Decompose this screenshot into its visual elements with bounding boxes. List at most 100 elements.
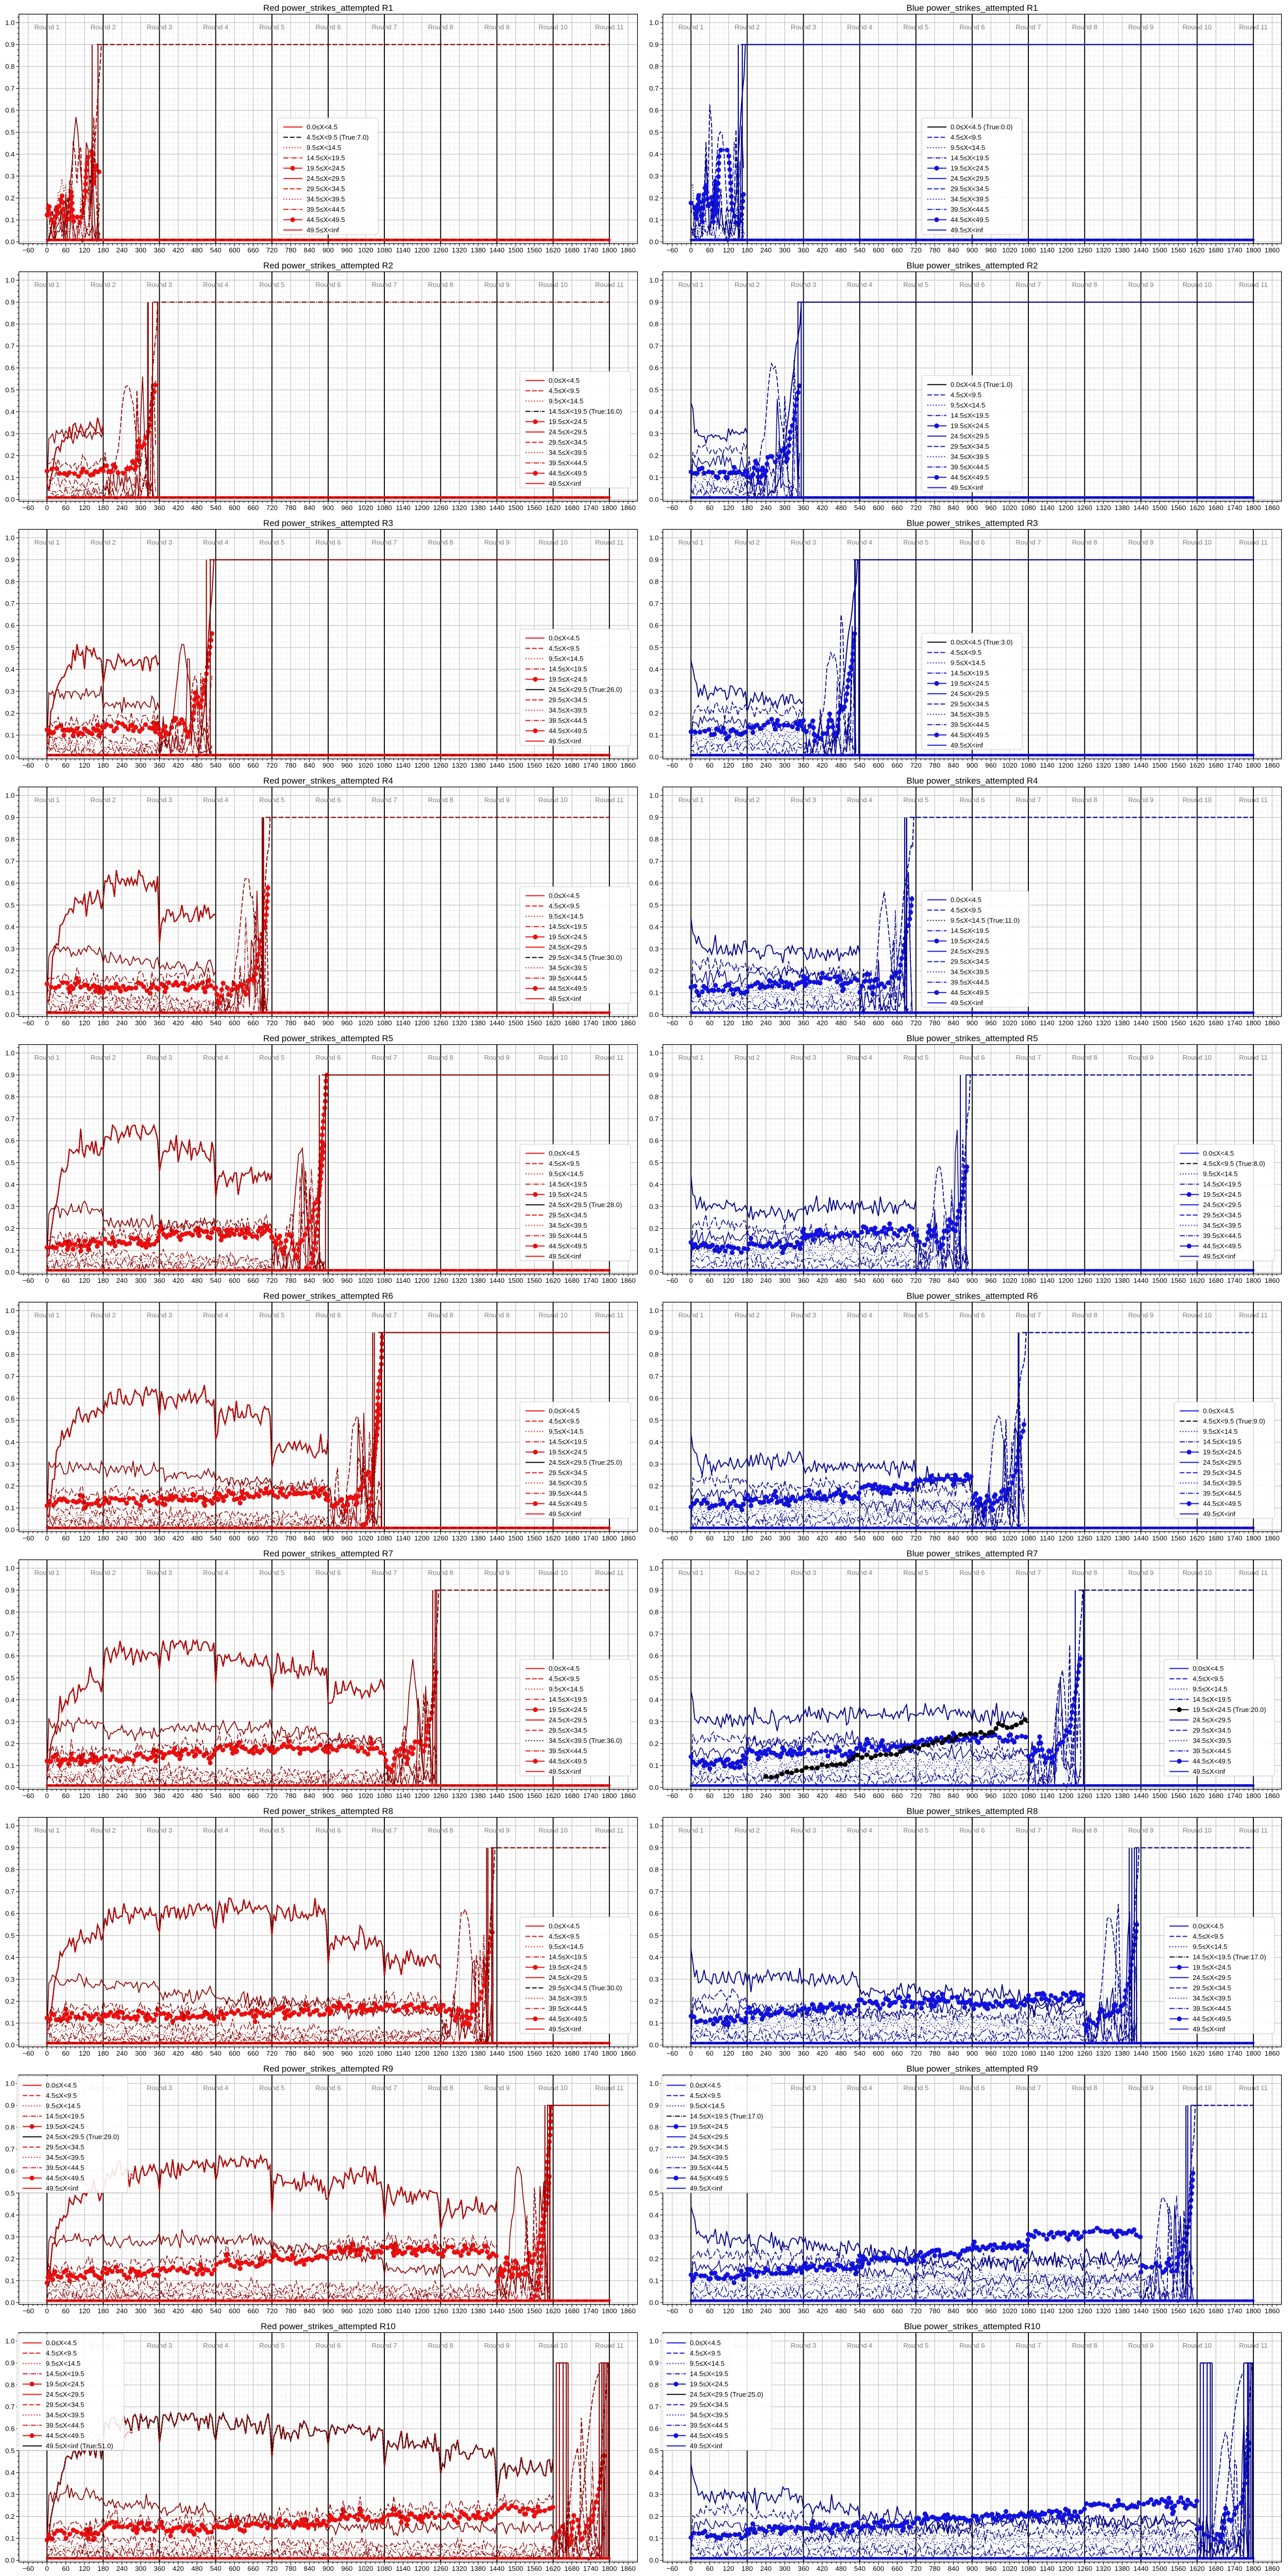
svg-text:Blue power_strikes_attempted R: Blue power_strikes_attempted R8 [906,1806,1038,1816]
svg-text:44.5≤X<49.5: 44.5≤X<49.5 [1193,2015,1231,2023]
svg-text:24.5≤X<29.5: 24.5≤X<29.5 [951,175,989,182]
svg-text:14.5≤X<19.5 (True:17.0): 14.5≤X<19.5 (True:17.0) [1193,1953,1266,1961]
svg-text:9.5≤X<14.5: 9.5≤X<14.5 [549,912,583,920]
svg-text:29.5≤X<34.5: 29.5≤X<34.5 [549,438,587,446]
svg-text:19.5≤X<24.5: 19.5≤X<24.5 [549,418,587,426]
svg-text:0.0≤X<4.5: 0.0≤X<4.5 [307,123,337,131]
svg-text:39.5≤X<44.5: 39.5≤X<44.5 [1203,1232,1242,1240]
svg-text:4.5≤X<9.5: 4.5≤X<9.5 [549,645,580,652]
svg-text:44.5≤X<49.5: 44.5≤X<49.5 [690,2174,728,2182]
svg-text:Red power_strikes_attempted R6: Red power_strikes_attempted R6 [263,1291,393,1301]
svg-text:4.5≤X<9.5: 4.5≤X<9.5 [951,906,981,914]
svg-text:19.5≤X<24.5: 19.5≤X<24.5 [549,1963,587,1971]
svg-text:34.5≤X<39.5: 34.5≤X<39.5 [307,195,345,203]
svg-text:39.5≤X<44.5: 39.5≤X<44.5 [549,2005,587,2012]
svg-text:49.5≤X<inf: 49.5≤X<inf [549,1510,581,1518]
svg-text:34.5≤X<39.5: 34.5≤X<39.5 [1193,1994,1231,2002]
svg-text:24.5≤X<29.5 (True:25.0): 24.5≤X<29.5 (True:25.0) [690,2391,763,2398]
svg-text:0.0≤X<4.5: 0.0≤X<4.5 [1193,1922,1224,1930]
svg-text:49.5≤X<inf (True:51.0): 49.5≤X<inf (True:51.0) [46,2442,113,2450]
svg-text:34.5≤X<39.5 (True:36.0): 34.5≤X<39.5 (True:36.0) [549,1737,622,1744]
svg-text:34.5≤X<39.5: 34.5≤X<39.5 [549,706,587,714]
svg-text:34.5≤X<39.5: 34.5≤X<39.5 [549,1479,587,1487]
svg-text:9.5≤X<14.5: 9.5≤X<14.5 [549,397,583,405]
svg-text:9.5≤X<14.5: 9.5≤X<14.5 [549,655,583,663]
svg-text:19.5≤X<24.5: 19.5≤X<24.5 [1203,1191,1242,1198]
svg-text:4.5≤X<9.5 (True:8.0): 4.5≤X<9.5 (True:8.0) [1203,1160,1265,1167]
svg-text:0.0≤X<4.5: 0.0≤X<4.5 [690,2339,721,2347]
svg-text:49.5≤X<inf: 49.5≤X<inf [951,999,983,1007]
svg-text:Red power_strikes_attempted R8: Red power_strikes_attempted R8 [263,1806,393,1816]
svg-text:49.5≤X<inf: 49.5≤X<inf [549,995,581,1003]
svg-text:Red power_strikes_attempted R7: Red power_strikes_attempted R7 [263,1549,393,1558]
svg-text:34.5≤X<39.5: 34.5≤X<39.5 [951,195,989,203]
svg-text:49.5≤X<inf: 49.5≤X<inf [549,1252,581,1260]
svg-text:39.5≤X<44.5: 39.5≤X<44.5 [549,974,587,982]
svg-text:24.5≤X<29.5: 24.5≤X<29.5 [549,1716,587,1724]
svg-text:39.5≤X<44.5: 39.5≤X<44.5 [46,2164,84,2172]
svg-text:Blue power_strikes_attempted R: Blue power_strikes_attempted R3 [906,518,1038,528]
svg-text:14.5≤X<19.5: 14.5≤X<19.5 [951,669,989,677]
svg-text:0.0≤X<4.5: 0.0≤X<4.5 [549,1922,580,1930]
svg-text:4.5≤X<9.5: 4.5≤X<9.5 [46,2092,77,2099]
svg-text:29.5≤X<34.5: 29.5≤X<34.5 [46,2143,84,2151]
svg-text:19.5≤X<24.5: 19.5≤X<24.5 [549,675,587,683]
svg-text:29.5≤X<34.5: 29.5≤X<34.5 [951,700,989,708]
svg-text:24.5≤X<29.5: 24.5≤X<29.5 [1193,1716,1231,1724]
svg-text:4.5≤X<9.5: 4.5≤X<9.5 [549,387,580,395]
svg-text:4.5≤X<9.5 (True:7.0): 4.5≤X<9.5 (True:7.0) [307,133,369,141]
svg-text:29.5≤X<34.5 (True:30.0): 29.5≤X<34.5 (True:30.0) [549,1984,622,1992]
svg-text:39.5≤X<44.5: 39.5≤X<44.5 [951,463,989,471]
svg-text:34.5≤X<39.5: 34.5≤X<39.5 [951,968,989,976]
svg-text:29.5≤X<34.5: 29.5≤X<34.5 [1203,1469,1242,1477]
svg-text:24.5≤X<29.5: 24.5≤X<29.5 [549,1974,587,1981]
svg-text:49.5≤X<inf: 49.5≤X<inf [1193,2025,1225,2033]
svg-text:19.5≤X<24.5: 19.5≤X<24.5 [690,2380,728,2388]
svg-text:Blue power_strikes_attempted R: Blue power_strikes_attempted R5 [906,1033,1038,1043]
svg-text:44.5≤X<49.5: 44.5≤X<49.5 [549,1242,587,1250]
svg-text:Blue power_strikes_attempted R: Blue power_strikes_attempted R4 [906,776,1038,786]
svg-text:44.5≤X<49.5: 44.5≤X<49.5 [1203,1500,1242,1507]
svg-text:19.5≤X<24.5: 19.5≤X<24.5 [690,2123,728,2130]
svg-text:44.5≤X<49.5: 44.5≤X<49.5 [951,731,989,739]
svg-text:49.5≤X<inf: 49.5≤X<inf [951,741,983,749]
svg-text:24.5≤X<29.5: 24.5≤X<29.5 [1203,1459,1242,1466]
svg-text:24.5≤X<29.5: 24.5≤X<29.5 [307,175,345,182]
svg-text:4.5≤X<9.5 (True:9.0): 4.5≤X<9.5 (True:9.0) [1203,1417,1265,1425]
svg-text:34.5≤X<39.5: 34.5≤X<39.5 [46,2411,84,2419]
svg-text:24.5≤X<29.5 (True:28.0): 24.5≤X<29.5 (True:28.0) [549,1201,622,1209]
svg-text:14.5≤X<19.5: 14.5≤X<19.5 [549,1696,587,1703]
svg-text:19.5≤X<24.5: 19.5≤X<24.5 [951,422,989,430]
svg-text:4.5≤X<9.5: 4.5≤X<9.5 [549,1933,580,1940]
svg-text:0.0≤X<4.5: 0.0≤X<4.5 [1193,1665,1224,1672]
svg-text:19.5≤X<24.5: 19.5≤X<24.5 [951,937,989,945]
svg-text:29.5≤X<34.5: 29.5≤X<34.5 [690,2401,728,2409]
svg-text:Blue power_strikes_attempted R: Blue power_strikes_attempted R7 [906,1549,1038,1558]
svg-text:Blue power_strikes_attempted R: Blue power_strikes_attempted R10 [904,2321,1041,2331]
svg-text:19.5≤X<24.5: 19.5≤X<24.5 [951,164,989,172]
svg-text:29.5≤X<34.5 (True:30.0): 29.5≤X<34.5 (True:30.0) [549,954,622,961]
svg-text:44.5≤X<49.5: 44.5≤X<49.5 [549,1500,587,1507]
svg-text:49.5≤X<inf: 49.5≤X<inf [307,226,339,234]
svg-text:44.5≤X<49.5: 44.5≤X<49.5 [549,1757,587,1765]
svg-text:0.0≤X<4.5: 0.0≤X<4.5 [1203,1149,1234,1157]
svg-text:24.5≤X<29.5: 24.5≤X<29.5 [46,2391,84,2398]
svg-text:44.5≤X<49.5: 44.5≤X<49.5 [46,2174,84,2182]
svg-text:19.5≤X<24.5: 19.5≤X<24.5 [307,164,345,172]
svg-text:49.5≤X<inf: 49.5≤X<inf [549,480,581,487]
svg-text:9.5≤X<14.5: 9.5≤X<14.5 [690,2360,724,2367]
svg-text:0.0≤X<4.5: 0.0≤X<4.5 [549,634,580,642]
svg-text:0.0≤X<4.5: 0.0≤X<4.5 [549,892,580,900]
svg-text:29.5≤X<34.5: 29.5≤X<34.5 [549,1469,587,1477]
svg-text:49.5≤X<inf: 49.5≤X<inf [1203,1252,1235,1260]
svg-text:14.5≤X<19.5: 14.5≤X<19.5 [951,154,989,162]
svg-text:49.5≤X<inf: 49.5≤X<inf [46,2184,78,2192]
svg-text:29.5≤X<34.5: 29.5≤X<34.5 [951,958,989,965]
svg-text:44.5≤X<49.5: 44.5≤X<49.5 [951,216,989,224]
svg-text:29.5≤X<34.5: 29.5≤X<34.5 [46,2401,84,2409]
svg-text:34.5≤X<39.5: 34.5≤X<39.5 [549,964,587,972]
svg-text:39.5≤X<44.5: 39.5≤X<44.5 [46,2421,84,2429]
svg-text:Red power_strikes_attempted R1: Red power_strikes_attempted R1 [263,3,393,13]
svg-text:39.5≤X<44.5: 39.5≤X<44.5 [1193,2005,1231,2012]
svg-text:24.5≤X<29.5 (True:26.0): 24.5≤X<29.5 (True:26.0) [549,686,622,693]
